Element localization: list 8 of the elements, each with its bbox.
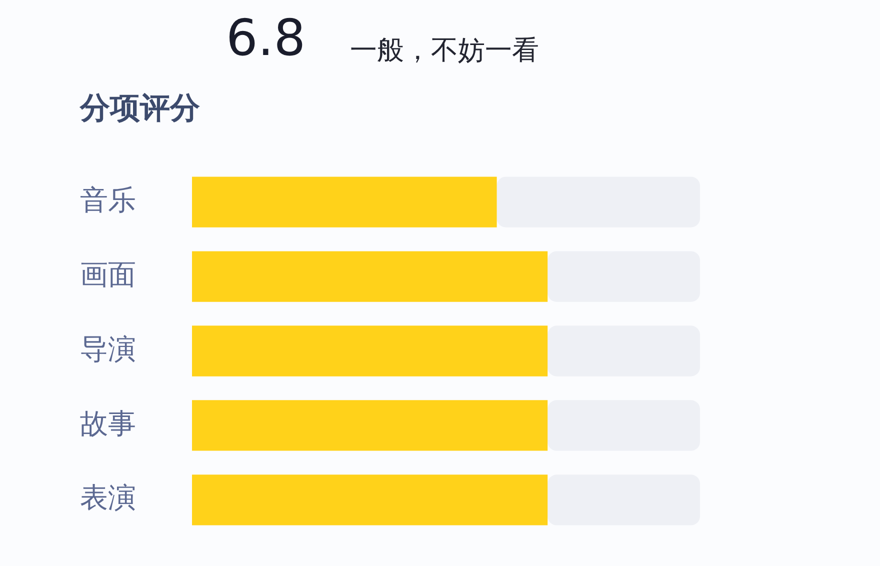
y-tick-label: 故事 (80, 406, 136, 440)
text: 分项评分 (80, 90, 200, 128)
y-tick-label: 画面 (80, 258, 136, 291)
chart-title: 6.8 (226, 8, 306, 68)
chart-subtitle: 一般，不妨一看 (350, 34, 539, 68)
y-tick-label: 导演 (80, 332, 136, 366)
y-tick-label: 音乐 (80, 183, 136, 216)
y-tick-label: 表演 (80, 481, 136, 514)
